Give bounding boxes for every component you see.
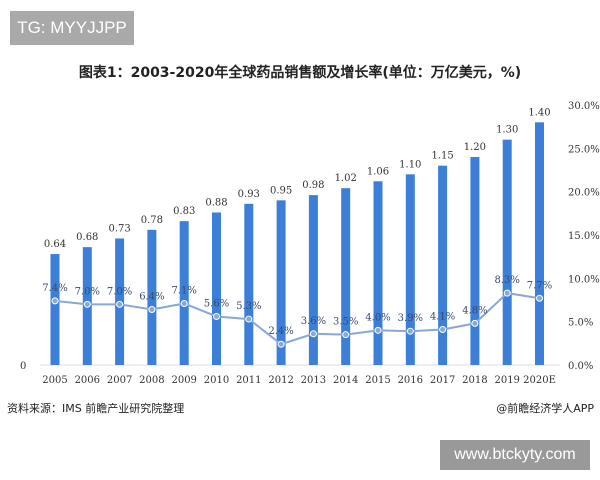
line-point: [439, 325, 447, 333]
right-tick-label: 15.0%: [568, 231, 600, 242]
line-label: 7.0%: [75, 286, 100, 297]
line-point: [116, 300, 124, 308]
bar: [373, 181, 383, 365]
left-tick-label: 0: [20, 361, 26, 372]
x-tick-label: 2005: [42, 375, 67, 386]
bar-label: 1.30: [496, 125, 518, 136]
line-label: 3.9%: [398, 313, 423, 324]
right-tick-label: 5.0%: [568, 318, 593, 329]
line-point: [180, 299, 188, 307]
line-label: 3.5%: [333, 317, 358, 328]
bar-label: 0.64: [44, 239, 66, 250]
bar-label: 0.78: [141, 215, 163, 226]
bar: [212, 212, 221, 365]
bar-label: 1.20: [464, 142, 486, 153]
chart-title: 图表1：2003-2020年全球药品销售额及增长率(单位：万亿美元，%): [78, 65, 522, 81]
bar-label: 1.02: [335, 173, 357, 184]
bar: [405, 174, 415, 365]
line-point: [213, 312, 220, 320]
x-tick-label: 2019: [494, 375, 519, 386]
watermark-bottom: www.btckyty.com: [440, 440, 590, 470]
line-label: 5.6%: [204, 298, 229, 309]
line-point: [245, 315, 253, 323]
bar: [308, 195, 318, 365]
x-tick-label: 2009: [171, 375, 196, 386]
line-label: 4.0%: [365, 312, 390, 323]
bar: [470, 157, 480, 365]
chart: 2005 2006 2007 2008 2009 2010 2011 2012 2013 2014…: [20, 101, 600, 386]
line-point: [503, 289, 511, 297]
line-label: 7.0%: [107, 286, 132, 297]
right-tick-label: 10.0%: [568, 274, 600, 285]
line-label: 4.1%: [430, 311, 455, 322]
right-tick-label: 0.0%: [568, 361, 593, 372]
x-tick-label: 2017: [430, 375, 455, 386]
line-label: 7.7%: [527, 280, 552, 291]
right-tick-label: 25.0%: [568, 144, 600, 155]
line-label: 2.4%: [268, 326, 293, 337]
x-tick-label: 2008: [139, 375, 164, 386]
line-label: 8.3%: [494, 275, 519, 286]
x-tick-label: 2015: [365, 375, 390, 386]
bar-label: 1.40: [528, 107, 550, 118]
bar: [341, 188, 351, 365]
bar-label: 0.95: [270, 185, 292, 196]
line-point: [471, 319, 479, 327]
right-tick-label: 30.0%: [568, 101, 600, 112]
bar-label: 1.15: [431, 151, 453, 162]
line-label: 4.8%: [462, 305, 487, 316]
bar: [147, 229, 157, 365]
line-point: [374, 326, 382, 334]
x-tick-label: 2011: [236, 375, 261, 386]
x-tick-label: 2020E: [523, 375, 556, 386]
line-label: 6.4%: [139, 292, 164, 303]
right-tick-label: 20.0%: [568, 188, 600, 199]
bar-label: 0.73: [108, 223, 130, 234]
x-tick-label: 2018: [462, 375, 487, 386]
bar: [438, 165, 448, 365]
bar-label: 0.68: [76, 232, 98, 243]
line-label: 5.3%: [236, 301, 261, 312]
line-point: [342, 331, 350, 339]
bar: [50, 254, 60, 365]
line-point: [51, 297, 59, 305]
credit: @前瞻经济学人APP: [496, 402, 594, 415]
x-tick-label: 2007: [107, 375, 132, 386]
x-tick-label: 2006: [75, 375, 100, 386]
bar: [244, 203, 254, 365]
line-point: [309, 330, 317, 338]
x-tick-label: 2016: [398, 375, 423, 386]
bar: [276, 200, 286, 365]
line-point: [277, 340, 285, 348]
line-point: [83, 300, 91, 308]
bar: [535, 122, 544, 365]
x-tick-label: 2014: [333, 375, 358, 386]
line-label: 7.1%: [171, 285, 196, 296]
source-note: 资料来源：IMS 前瞻产业研究院整理: [7, 402, 185, 415]
bar: [502, 139, 512, 365]
bar-label: 1.06: [367, 166, 389, 177]
line-label: 7.4%: [42, 283, 67, 294]
watermark-top: TG: MYYJJPP: [10, 11, 134, 45]
bar-label: 0.93: [238, 189, 260, 200]
line-point: [536, 294, 543, 302]
growth-line: [54, 292, 540, 346]
bar-label: 1.10: [399, 159, 421, 170]
x-tick-label: 2013: [301, 375, 326, 386]
line-point: [406, 327, 414, 335]
bar-label: 0.88: [205, 197, 227, 208]
line-label: 3.6%: [301, 316, 326, 327]
bar-label: 0.98: [302, 180, 324, 191]
line-point: [148, 306, 156, 314]
bar: [179, 221, 189, 365]
bar-label: 0.83: [173, 206, 195, 217]
x-tick-label: 2010: [204, 375, 229, 386]
x-tick-label: 2012: [268, 375, 293, 386]
